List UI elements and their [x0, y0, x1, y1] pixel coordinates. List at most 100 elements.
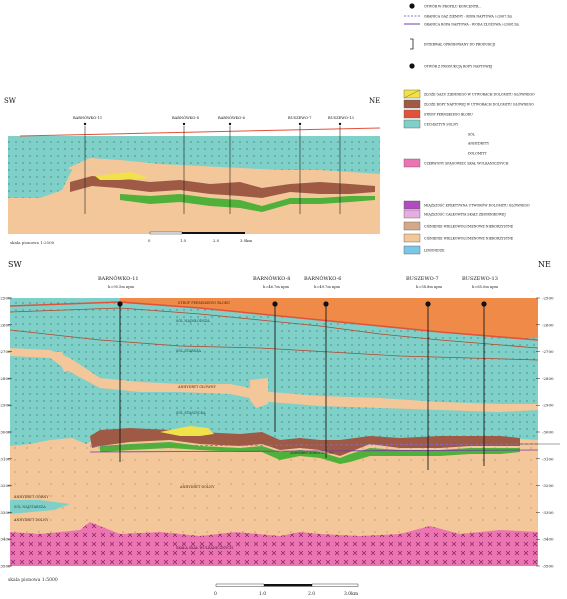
main-well-name: BARNÓWKO-6: [304, 274, 341, 282]
overview-well-dot-icon: [338, 122, 342, 126]
main-scale-tick-3: 3.0km: [344, 591, 359, 597]
overview-well-label: BARNÓWKO-6: [218, 115, 246, 120]
legend-label: MIĄŻSZOŚĆ CAŁKOWITA SKAŁY ZBIORNIKOWEJ: [424, 211, 506, 216]
main-well-name: BUSZEWO-7: [406, 276, 439, 282]
depth-tick-right: -3500: [542, 564, 554, 569]
legend-label: ZŁOŻE GAZU ZIEMNEGO W UTWORACH DOLOMITU …: [424, 91, 535, 96]
main-well-dot-icon: [272, 301, 278, 307]
legend-label: ANHYDRYTY: [467, 141, 490, 145]
main-well-name: BARNÓWKO-8: [253, 274, 290, 282]
overview-oil: [70, 176, 375, 198]
legend-swatch: [403, 200, 421, 210]
legend-swatch: [403, 109, 421, 119]
depth-tick-right: -3400: [542, 537, 554, 542]
main-dolomite: [100, 442, 520, 464]
main-anhydrite-upper: [10, 348, 538, 412]
depth-tick-right: -3300: [542, 510, 554, 515]
legend-label: STROP PERMSKIEGO BLOKU: [424, 112, 473, 116]
overview-well-label: BARNÓWKO-11: [73, 115, 102, 120]
main-well-dot-icon: [425, 301, 431, 307]
depth-tick-left: -2900: [0, 403, 11, 408]
legend-swatch: [403, 245, 421, 255]
main-well-name: BARNÓWKO-11: [98, 274, 139, 282]
main-wells: BARNÓWKO-11 h=95.5m npm BARNÓWKO-8 h=46.7m …: [98, 274, 498, 470]
legend-label: INTERWAŁ OPRÓBOWANY DO PRODUKCJI: [424, 41, 496, 46]
legend-label: CECHSZTYN SOLNY: [424, 122, 459, 126]
label-anhydrite-floor: ANHYDRYT GÓRNY/DOLNY: [289, 450, 333, 455]
depth-tick-right: -2500: [542, 296, 554, 301]
depth-tick-left: -3000: [0, 430, 11, 435]
legend-dot-icon: [409, 63, 415, 69]
depth-tick-right: -2900: [542, 403, 554, 408]
legend-label: CZERWONY SPĄGOWIEC SKAŁ WULKANICZNYCH: [424, 161, 509, 165]
depth-tick-left: -3300: [0, 510, 11, 515]
main-well-dot-icon: [117, 301, 123, 307]
overview-well-dot-icon: [182, 122, 186, 126]
depth-axis-left: -2500 -2600 -2700 -2800 -2900 -3000 -3100 -3200…: [0, 296, 12, 569]
legend-swatch: [403, 158, 421, 168]
overview-scale-tick-0: 0: [148, 238, 151, 243]
overview-dir-left: SW: [4, 97, 17, 105]
main-left-salt-wedge: [10, 500, 70, 514]
legend-dot-icon: [409, 3, 415, 9]
main-well-elev: h=65.0m npm: [472, 285, 498, 289]
legend-label: SÓL: [468, 131, 476, 136]
overview-well-dot-icon: [83, 122, 87, 126]
main-anhydrite-wedge: [250, 378, 268, 408]
label-anhydrite-main: ANHYDRYT GŁÓWNY: [177, 384, 217, 389]
legend-swatch: [403, 221, 421, 231]
overview-well-dot-icon: [228, 122, 232, 126]
overview-scale-label: skala pionowa 1:2500: [10, 240, 55, 245]
overview-well-dot-icon: [298, 122, 302, 126]
depth-tick-left: -3200: [0, 483, 11, 488]
main-scale-tick-0: 0: [214, 591, 217, 597]
legend-label: MIĄŻSZOŚĆ EFEKTYWNA UTWORÓW DOLOMITU GŁÓ…: [424, 202, 530, 207]
label-base-left1: ANHYDRYT GÓRNY: [13, 494, 49, 499]
legend-swatch: [403, 209, 421, 219]
legend-label: GRANICA ROPA NAFTOWA - WODA ZŁOŻOWA /-/2…: [424, 21, 519, 26]
overview-scale-tick-2: 2.0: [213, 238, 220, 243]
legend-label: ZŁOŻE ROPY NAFTOWEJ W UTWORACH DOLOMITU …: [424, 101, 534, 106]
depth-tick-left: -3100: [0, 456, 11, 461]
legend-swatch: [403, 119, 421, 129]
legend-swatch: [403, 99, 421, 109]
depth-tick-left: -2500: [0, 296, 11, 301]
main-well-dot-icon: [323, 301, 329, 307]
main-scale-label: skala pionowa 1:5000: [8, 577, 58, 583]
overview-section: SW NE BARNÓWKO-11 BARNÓWKO-8 BARNÓWKO-6 BUS…: [4, 97, 380, 245]
legend-label: LIMONIDZE: [424, 248, 445, 252]
overview-gas: [95, 172, 150, 180]
overview-wells: BARNÓWKO-11 BARNÓWKO-8 BARNÓWKO-6 BUSZEWO-7…: [73, 115, 355, 214]
main-well-elev: h=46.7m npm: [263, 285, 289, 289]
label-salt-upper: SÓL NAJMŁODSZA: [176, 318, 210, 323]
depth-axis-right: -2500 -2600 -2700 -2800 -2900 -3000 -3100 -3200…: [536, 296, 554, 569]
main-gas-cap: [160, 426, 214, 436]
overview-well-label: BARNÓWKO-8: [172, 115, 200, 120]
depth-tick-left: -2700: [0, 349, 11, 354]
label-base-left2: SÓL NAJSTARSZA: [14, 504, 46, 509]
depth-tick-left: -3500: [0, 564, 11, 569]
depth-tick-right: -2700: [542, 349, 554, 354]
depth-tick-left: -2800: [0, 376, 11, 381]
overview-well-label: BUSZEWO-13: [328, 116, 355, 120]
label-base-left3: ANHYDRYT DOLNY: [13, 518, 49, 522]
legend-label: CIŚNIENIE WIELKOWOLUMENOWE NIEKORZYSTNE: [424, 235, 514, 240]
main-anhydrite-lens-left: [56, 352, 70, 372]
overview-scale-bar: 0 1.0 2.0 3.0km: [148, 231, 252, 243]
main-well-elev: h=95.5m npm: [108, 285, 134, 289]
depth-tick-right: -3200: [542, 483, 554, 488]
main-dir-left: SW: [8, 260, 22, 269]
legend: OTWÓR W PROFILU KONCENTR... GRANICA GAZ Z…: [403, 3, 535, 255]
depth-tick-right: -3100: [542, 456, 554, 461]
label-salt-low: SÓL STASZYCKA: [176, 410, 206, 415]
legend-label: OTWÓR W PROFILU KONCENTR...: [424, 3, 481, 8]
main-scale-tick-1: 1.0: [259, 591, 266, 597]
overview-scale-tick-3: 3.0km: [240, 238, 252, 243]
label-salt-mid: SÓL STARSZA: [176, 348, 202, 353]
depth-tick-right: -2800: [542, 376, 554, 381]
label-volcanics: SKAŁA SKAŁ WULKANICZNYCH: [176, 546, 233, 550]
overview-dir-right: NE: [369, 97, 380, 105]
overview-scale-tick-1: 1.0: [180, 238, 187, 243]
label-top-orange: STROP PERMSKIEGO BLOKU: [178, 301, 230, 305]
